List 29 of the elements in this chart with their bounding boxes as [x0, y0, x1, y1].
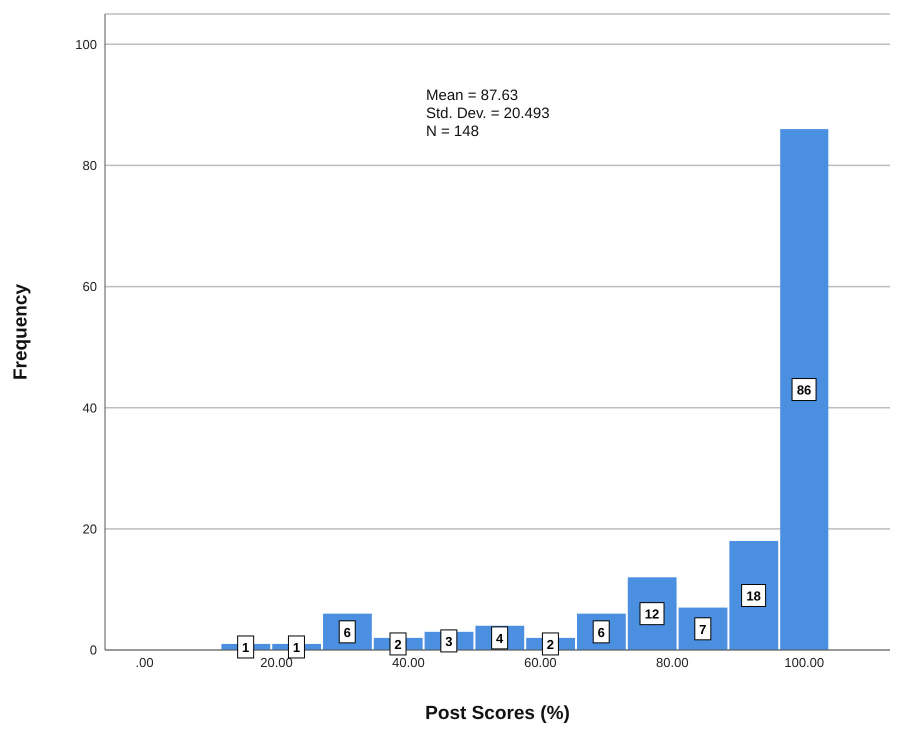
data-label: 18	[746, 588, 761, 604]
data-label: 6	[344, 624, 351, 640]
x-tick-label: 40.00	[392, 655, 425, 670]
data-label: 7	[699, 622, 706, 637]
annotation: Mean = 87.63	[426, 87, 520, 105]
x-tick-label: 20.00	[260, 655, 293, 670]
y-tick-label: 40	[82, 400, 97, 416]
y-tick-label: 100	[75, 36, 97, 52]
x-tick-label: 80.00	[656, 655, 689, 670]
y-tick-label: 60	[82, 279, 97, 294]
x-tick-label: .00	[136, 655, 154, 670]
data-label: 1	[242, 640, 250, 655]
data-label: 12	[644, 606, 660, 622]
x-tick-label: 100.00	[784, 655, 824, 670]
data-label: 6	[598, 624, 605, 640]
y-axis-title: Frequency	[10, 284, 32, 380]
annotation: N = 148	[426, 123, 480, 141]
data-label: 86	[796, 382, 812, 398]
y-tick-label: 20	[82, 521, 97, 536]
data-label: 3	[445, 634, 452, 649]
y-tick-label: 0	[90, 642, 97, 658]
y-tick-label: 80	[82, 158, 97, 174]
data-label: 2	[394, 636, 402, 652]
data-label: 1	[292, 640, 300, 655]
x-tick-label: 60.00	[524, 655, 557, 670]
annotation: Std. Dev. = 20.493	[426, 105, 550, 123]
x-axis-title: Post Scores (%)	[425, 703, 570, 724]
data-label: 4	[496, 630, 504, 646]
data-label: 2	[546, 636, 554, 652]
